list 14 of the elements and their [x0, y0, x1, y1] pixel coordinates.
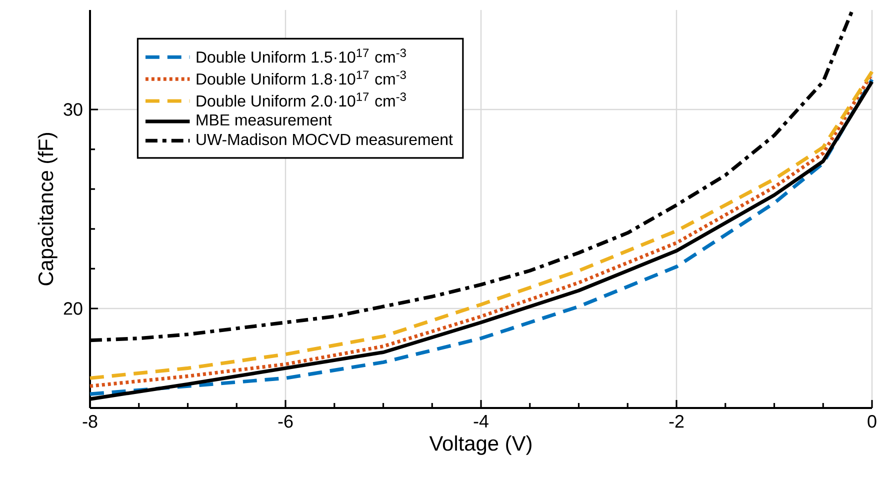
legend-label: UW-Madison MOCVD measurement: [196, 133, 453, 146]
x-tick-label: -4: [474, 415, 488, 428]
x-tick-label: -8: [82, 415, 98, 428]
legend-label: Double Uniform 1.8·10$^{17}$ cm$^{-3}$: [196, 70, 406, 85]
y-axis-title: Capacitance (fF): [38, 133, 58, 286]
x-tick-label: -6: [278, 415, 293, 428]
y-tick-label: 20: [64, 302, 82, 315]
legend-label: Double Uniform 2.0·10$^{17}$ cm$^{-3}$: [196, 92, 406, 107]
x-axis-title: Voltage (V): [429, 435, 532, 455]
x-tick-label: -2: [669, 415, 684, 428]
y-tick-label: 30: [64, 103, 82, 116]
x-tick-label: 0: [868, 415, 876, 428]
legend-label: MBE measurement: [196, 114, 332, 126]
legend-label: Double Uniform 1.5·10$^{17}$ cm$^{-3}$: [196, 48, 406, 63]
